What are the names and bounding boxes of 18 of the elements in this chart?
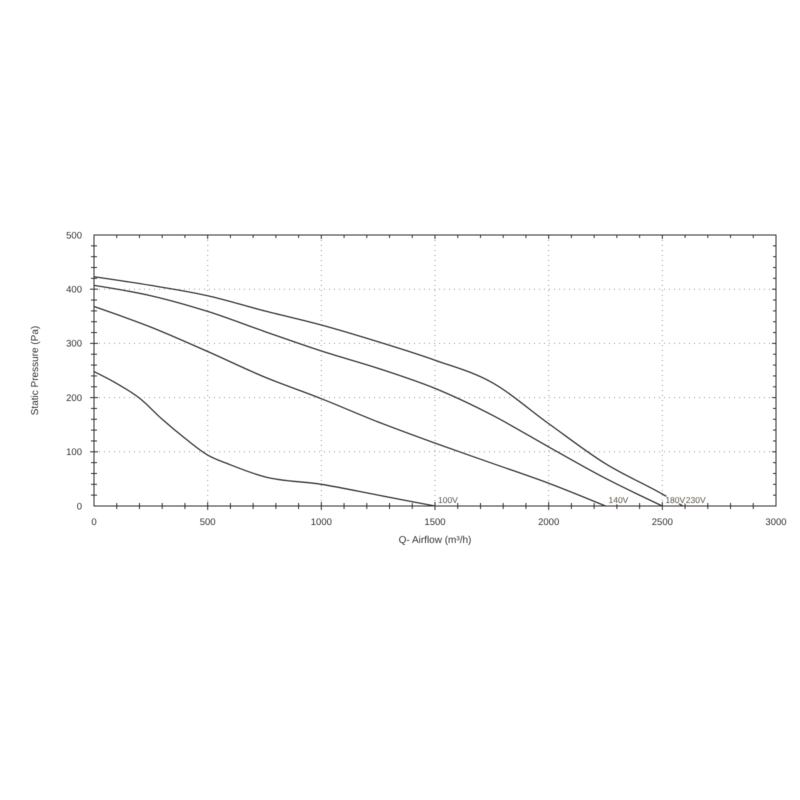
series-label: 140V (608, 495, 629, 505)
x-axis-title: Q- Airflow (m³/h) (398, 535, 472, 546)
x-tick-label: 3000 (765, 517, 787, 528)
x-tick-label: 0 (91, 517, 97, 528)
y-tick-label: 400 (66, 284, 82, 296)
series-label: 100V (438, 495, 458, 505)
x-tick-label: 500 (200, 517, 216, 528)
y-tick-label: 100 (66, 447, 82, 458)
x-tick-label: 1500 (424, 517, 446, 528)
y-tick-label: 500 (66, 230, 82, 242)
x-tick-label: 2500 (652, 517, 673, 528)
x-tick-label: 1000 (310, 517, 332, 528)
y-tick-label: 300 (66, 338, 82, 350)
series-label: 230V (686, 495, 706, 505)
x-tick-label: 2000 (538, 517, 560, 528)
y-tick-label: 200 (66, 392, 82, 404)
y-axis-title: Static Pressure (Pa) (30, 326, 41, 416)
y-tick-label: 0 (76, 501, 82, 512)
